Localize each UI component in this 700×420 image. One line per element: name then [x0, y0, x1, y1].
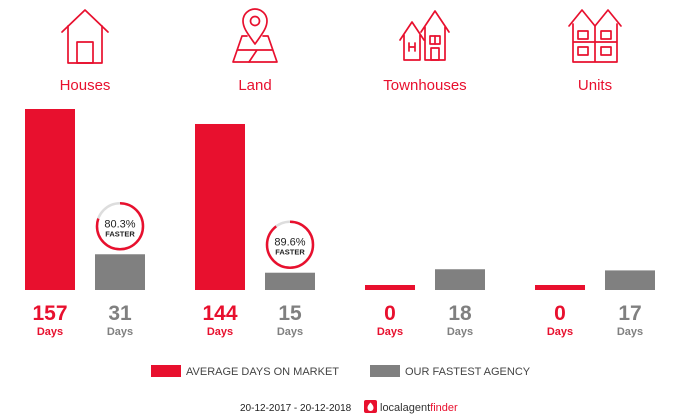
bar-fastest-units: [605, 270, 655, 290]
date-range: 20-12-2017 - 20-12-2018: [240, 403, 352, 414]
legend: AVERAGE DAYS ON MARKET OUR FASTEST AGENC…: [151, 365, 531, 378]
category-label-townhouses: Townhouses: [383, 77, 466, 94]
legend-swatch-average: [151, 365, 181, 377]
value-label-fastest-land: 15: [278, 302, 302, 325]
faster-badge-houses: 80.3%FASTER: [95, 202, 145, 251]
unit-label-fastest-units: Days: [617, 326, 643, 338]
faster-percent: 89.6%: [274, 237, 305, 249]
unit-label-average-houses: Days: [37, 326, 63, 338]
brand-local: localagent: [380, 402, 430, 414]
townhouses-icon: [399, 10, 450, 61]
value-label-fastest-houses: 31: [108, 302, 132, 325]
unit-label-average-townhouses: Days: [377, 326, 403, 338]
legend-swatch-fastest: [370, 365, 400, 377]
unit-label-fastest-townhouses: Days: [447, 326, 473, 338]
unit-label-fastest-land: Days: [277, 326, 303, 338]
house-icon: [61, 9, 109, 64]
faster-badge-land: 89.6%FASTER: [265, 220, 315, 269]
unit-label-fastest-houses: Days: [107, 326, 133, 338]
value-label-fastest-units: 17: [618, 302, 641, 325]
units-icon: [568, 9, 622, 63]
bar-average-land: [195, 123, 245, 290]
map-pin-icon: [232, 8, 278, 63]
faster-label: FASTER: [275, 248, 305, 257]
value-label-average-townhouses: 0: [384, 302, 396, 325]
footer: 20-12-2017 - 20-12-2018 localagentfinder: [240, 400, 458, 414]
localagentfinder-logo: localagentfinder: [364, 400, 458, 414]
category-label-houses: Houses: [60, 77, 111, 94]
bar-fastest-houses: [95, 254, 145, 290]
unit-label-average-land: Days: [207, 326, 233, 338]
legend-label-fastest: OUR FASTEST AGENCY: [405, 366, 531, 378]
faster-label: FASTER: [105, 229, 135, 238]
category-label-land: Land: [238, 77, 271, 94]
legend-label-average: AVERAGE DAYS ON MARKET: [186, 366, 339, 378]
bar-average-houses: [25, 109, 75, 290]
bar-fastest-townhouses: [435, 269, 485, 290]
bar-average-townhouses: [365, 285, 415, 290]
svg-text:localagentfinder: localagentfinder: [380, 402, 458, 414]
bar-average-units: [535, 285, 585, 290]
value-label-average-land: 144: [202, 302, 237, 325]
faster-percent: 80.3%: [104, 218, 135, 230]
value-label-average-houses: 157: [32, 302, 67, 325]
bar-fastest-land: [265, 272, 315, 290]
category-label-units: Units: [578, 77, 612, 94]
value-label-fastest-townhouses: 18: [448, 302, 472, 325]
value-label-average-units: 0: [554, 302, 566, 325]
brand-finder: finder: [430, 402, 458, 414]
unit-label-average-units: Days: [547, 326, 573, 338]
